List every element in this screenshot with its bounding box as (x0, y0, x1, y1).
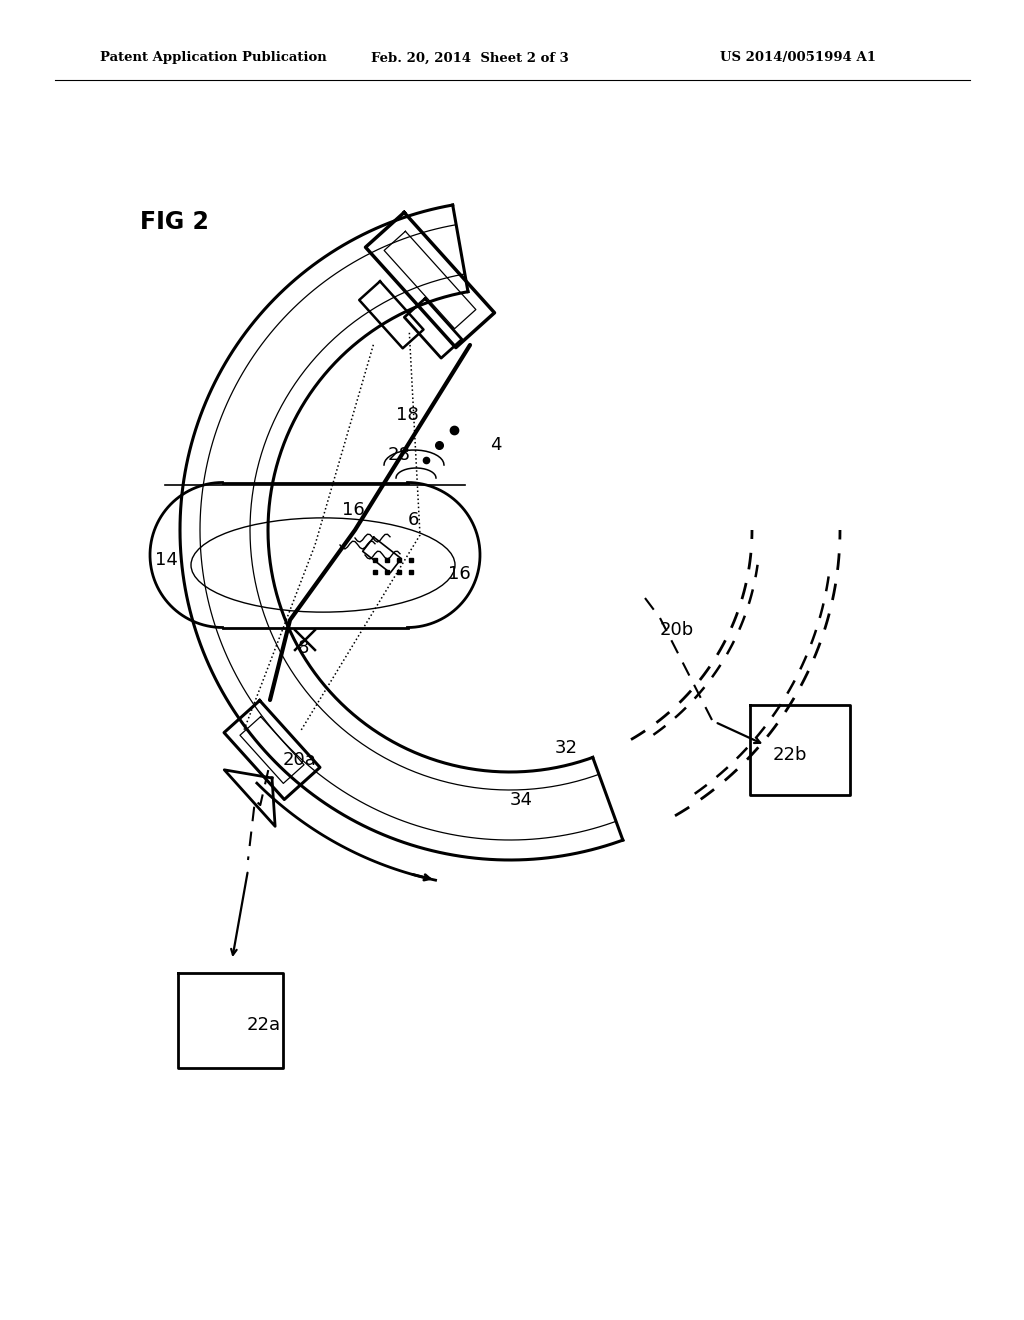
Text: 16: 16 (342, 502, 365, 519)
Text: 34: 34 (510, 791, 534, 809)
Text: 18: 18 (396, 407, 419, 424)
Text: 16: 16 (449, 565, 471, 583)
Text: 22b: 22b (773, 746, 808, 764)
Text: 6: 6 (408, 511, 420, 529)
Text: FIG 2: FIG 2 (140, 210, 209, 234)
Text: 32: 32 (555, 739, 578, 756)
Text: 14: 14 (155, 550, 178, 569)
Text: 22a: 22a (247, 1016, 282, 1034)
Text: US 2014/0051994 A1: US 2014/0051994 A1 (720, 51, 876, 65)
Text: Patent Application Publication: Patent Application Publication (100, 51, 327, 65)
Text: 28: 28 (388, 446, 411, 465)
Text: 20b: 20b (660, 620, 694, 639)
Text: Feb. 20, 2014  Sheet 2 of 3: Feb. 20, 2014 Sheet 2 of 3 (371, 51, 569, 65)
Text: 8: 8 (298, 639, 309, 657)
Text: 20a: 20a (283, 751, 316, 770)
Text: 4: 4 (490, 436, 502, 454)
